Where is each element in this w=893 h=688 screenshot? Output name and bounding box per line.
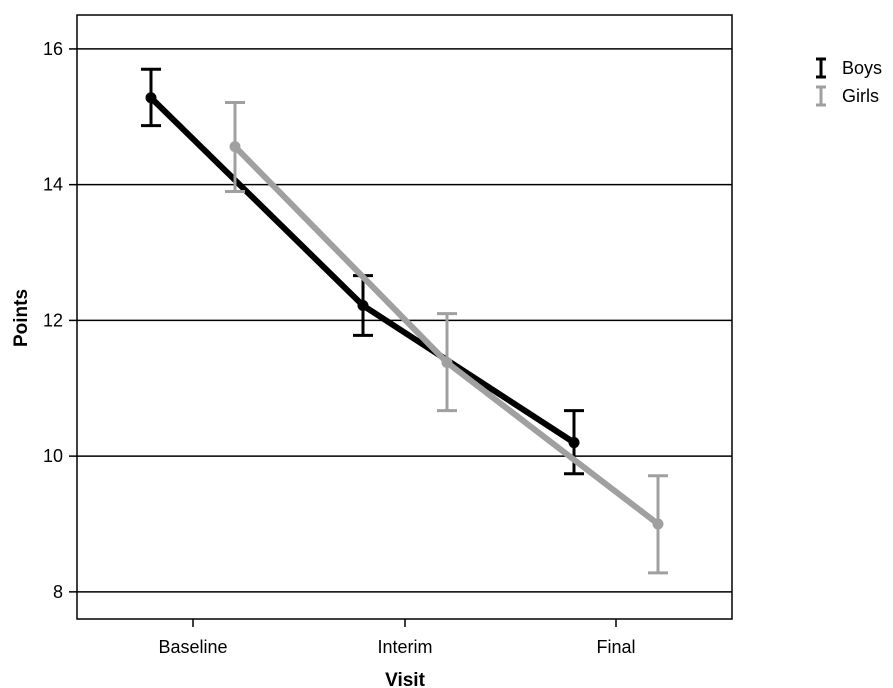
series-girls [225, 101, 668, 575]
legend-item-boys: Boys [816, 57, 882, 79]
y-tick-label: 14 [43, 175, 63, 195]
x-tick-label-final: Final [596, 637, 635, 657]
legend-symbol [816, 85, 826, 107]
y-tick-label: 16 [43, 39, 63, 59]
data-point [145, 92, 157, 104]
x-tick-label-baseline: Baseline [158, 637, 227, 657]
data-point [229, 141, 241, 153]
axes: 8 10 12 14 16 Baseline Interim Final [43, 39, 636, 657]
legend: Boys Girls [816, 57, 882, 107]
y-tick-label: 10 [43, 446, 63, 466]
x-tick-label-interim: Interim [377, 637, 432, 657]
y-tick-label: 8 [53, 582, 63, 602]
y-tick-label: 12 [43, 310, 63, 330]
data-point [441, 356, 453, 368]
y-axis-title: Points [11, 289, 32, 347]
legend-item-girls: Girls [816, 85, 879, 107]
legend-label: Boys [842, 58, 882, 78]
x-axis-title: Visit [385, 670, 425, 688]
data-point [568, 437, 580, 449]
series-line-boys [148, 94, 577, 446]
legend-symbol [816, 57, 826, 79]
data-point [652, 518, 664, 530]
legend-label: Girls [842, 86, 879, 106]
data-point [357, 299, 369, 311]
series-layer [141, 67, 668, 575]
